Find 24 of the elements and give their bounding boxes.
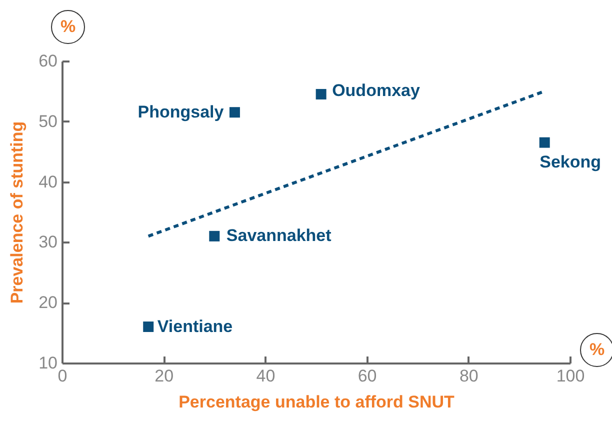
y-tick-label: 30 <box>38 232 58 252</box>
point <box>209 230 220 242</box>
y-tick-label: 50 <box>38 112 58 131</box>
annotation: Vientiane <box>157 316 233 336</box>
annotation: Sekong <box>540 152 602 172</box>
x-tick-label: 100 <box>556 366 585 386</box>
annotation: Savannakhet <box>226 226 332 246</box>
point <box>539 137 550 148</box>
point <box>143 322 154 332</box>
point <box>229 107 240 118</box>
x-tick-label: 60 <box>358 366 377 386</box>
annotation: Phongsaly <box>138 102 224 122</box>
x-tick-label: 0 <box>58 366 68 386</box>
y-tick-label: 10 <box>38 354 58 372</box>
y-tick-label: 20 <box>38 293 58 312</box>
y-tick-label: 60 <box>38 52 58 70</box>
x-tick-label: 80 <box>459 366 478 386</box>
y-axis-title: Prevalence of stunting <box>8 121 27 304</box>
point <box>316 88 326 100</box>
x-tick-label: 40 <box>256 366 276 386</box>
y-tick-label: 40 <box>38 172 58 192</box>
annotation: Oudomxay <box>332 81 420 100</box>
x-tick-label: 20 <box>154 366 174 386</box>
x-axis-title: Percentage unable to afford SNUT <box>178 392 456 412</box>
